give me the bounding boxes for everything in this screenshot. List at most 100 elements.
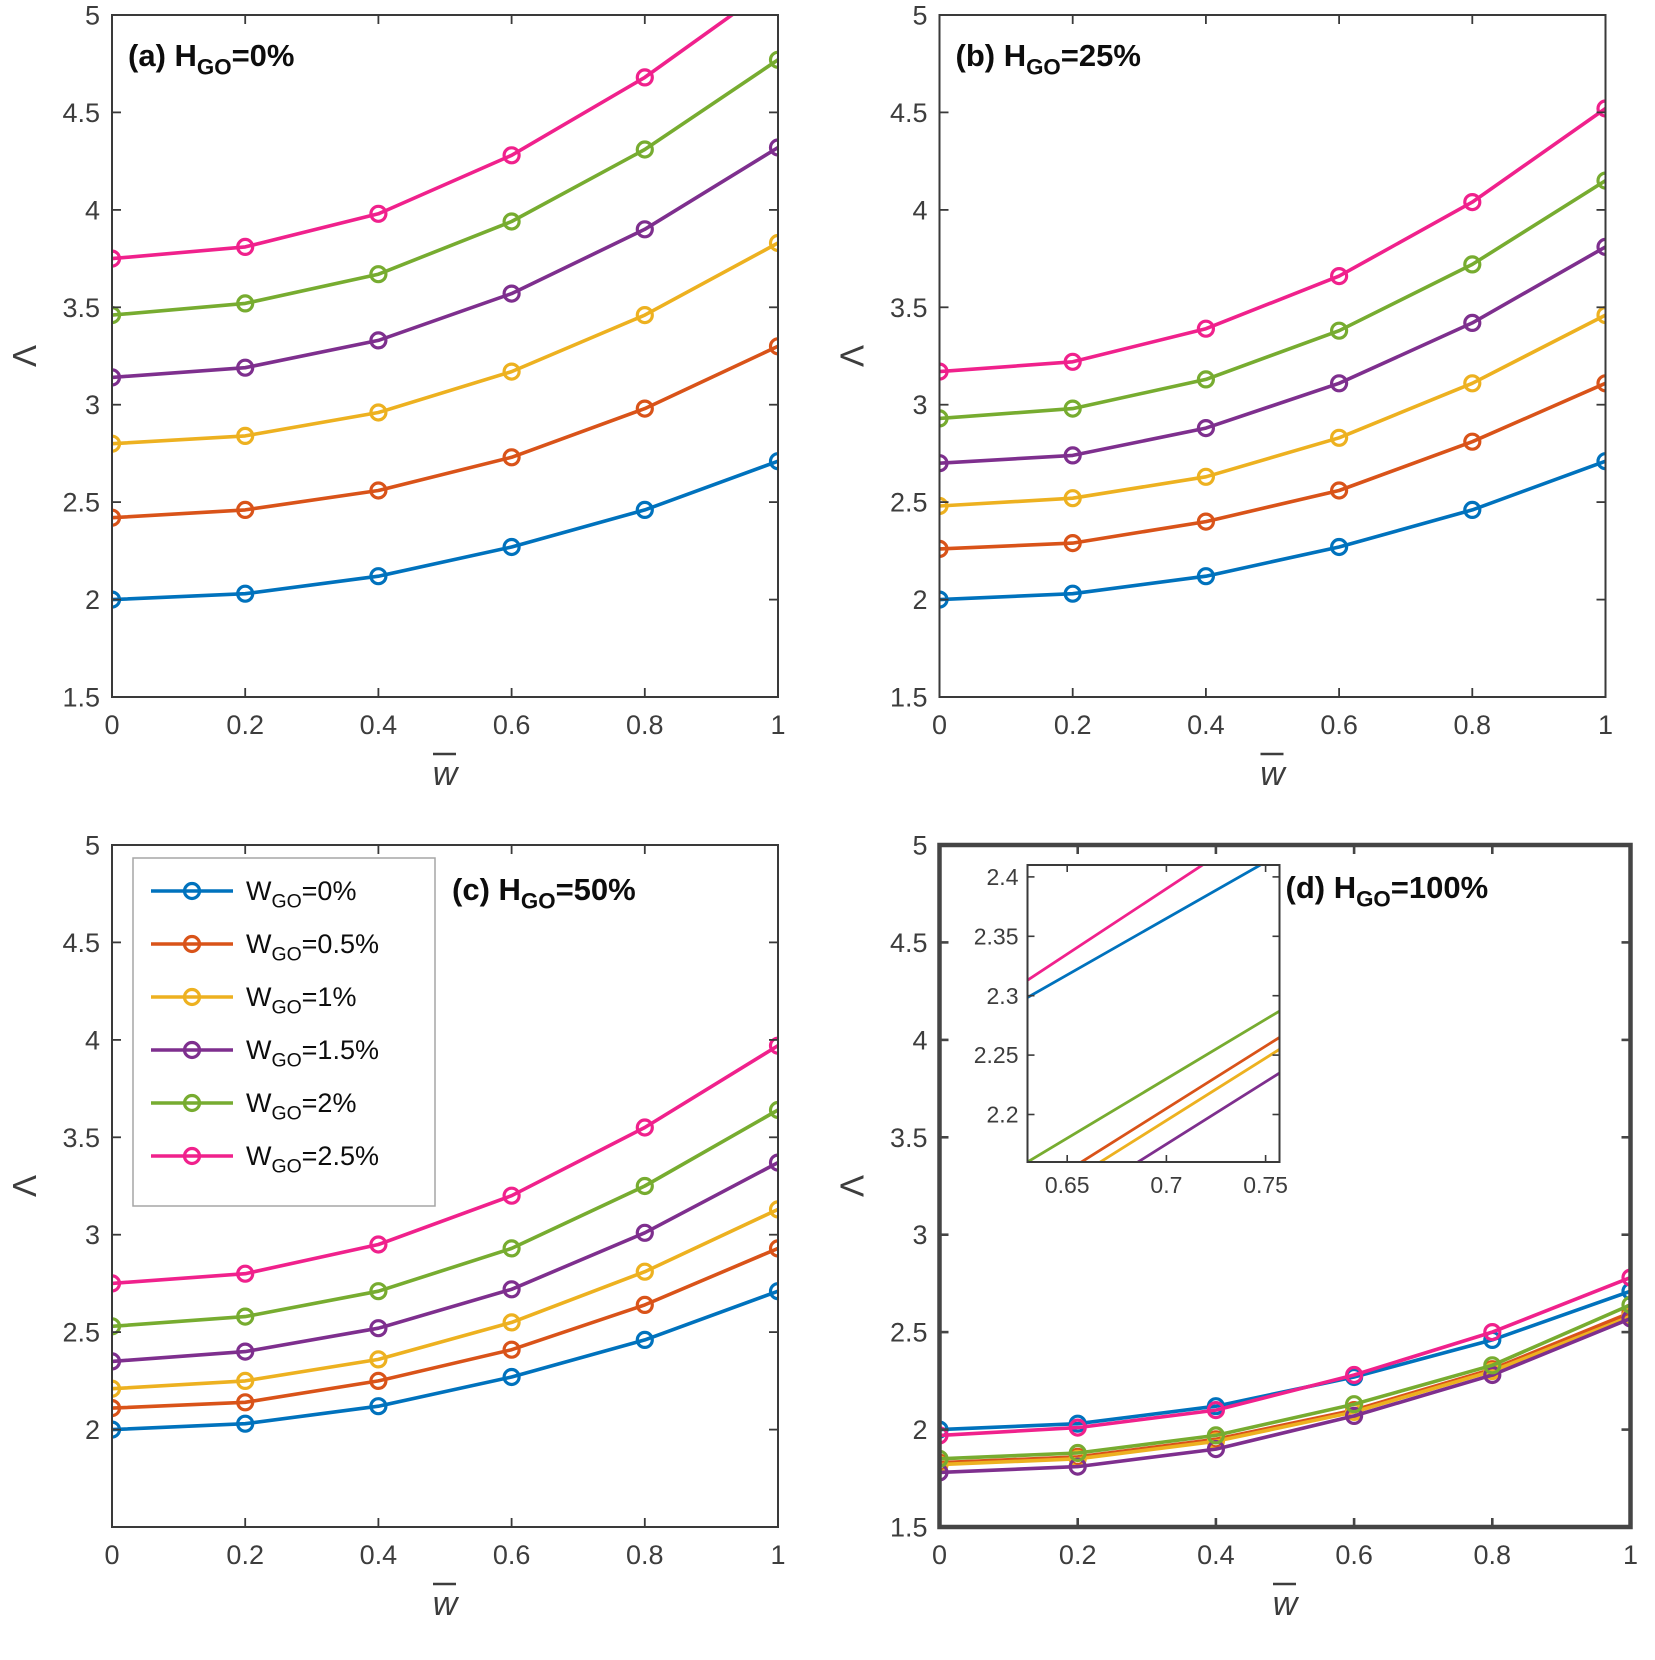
x-tick-label: 0.7: [1150, 1172, 1182, 1198]
y-tick-label: 3: [912, 1220, 927, 1250]
x-tick-label: 0.65: [1045, 1172, 1090, 1198]
y-tick-label: 3: [85, 1220, 100, 1250]
chart-title-c: (c) HGO=50%: [452, 872, 636, 913]
data-marker: [768, 50, 778, 69]
x-tick-label: 0: [932, 1540, 947, 1570]
x-axis-label: w: [1273, 1585, 1300, 1623]
data-marker: [1463, 255, 1482, 274]
data-marker: [236, 1393, 255, 1412]
data-marker: [635, 220, 654, 239]
data-marker: [369, 403, 388, 422]
x-tick-label: 0.2: [226, 1540, 264, 1570]
legend-box: [132, 857, 436, 1207]
legend-marker-sample: [182, 1093, 202, 1113]
data-marker: [1330, 267, 1349, 286]
data-marker: [1063, 584, 1082, 603]
data-marker: [939, 1449, 949, 1468]
data-marker: [939, 1426, 949, 1445]
y-tick-label: 4.5: [890, 98, 928, 128]
data-marker: [112, 1352, 122, 1371]
data-marker: [1621, 1309, 1631, 1328]
data-marker: [502, 1186, 521, 1205]
axes-frame: [111, 844, 779, 1528]
data-marker: [236, 1371, 255, 1391]
axes-frame: [937, 842, 1633, 1530]
series-line: [112, 58, 778, 317]
series-line: [112, 1043, 778, 1286]
x-tick-label: 1: [770, 710, 785, 740]
series-line: [112, 1108, 778, 1329]
data-marker: [1463, 500, 1482, 519]
data-marker: [768, 1282, 778, 1301]
y-axis-label: Λ: [834, 345, 871, 367]
data-marker: [1196, 370, 1215, 389]
y-axis-label: Λ: [834, 1175, 871, 1197]
data-marker: [939, 362, 949, 381]
data-marker: [369, 1371, 388, 1391]
series-line: [112, 344, 778, 520]
data-marker: [1196, 567, 1215, 586]
y-axis-label: Λ: [6, 1175, 43, 1197]
x-tick-label: 0.8: [626, 1540, 664, 1570]
data-marker: [236, 584, 255, 603]
series-line: [939, 1316, 1631, 1475]
y-tick-label: 2.4: [987, 864, 1019, 890]
data-marker: [1068, 1418, 1087, 1437]
data-marker: [1463, 193, 1482, 212]
x-tick-label: 0.6: [1320, 710, 1358, 740]
chart-c-svg: 0 0.2 0.4 0.6 0.8 1 2 2.5 3 3.5 4 4.5 5 Λw (c) HGO=50%…: [6, 830, 786, 1623]
x-tick-label: 0.8: [1474, 1540, 1512, 1570]
data-marker: [1344, 1395, 1364, 1414]
data-marker: [768, 1239, 778, 1258]
y-tick-label: 4: [912, 1025, 927, 1055]
series-group: [939, 99, 1606, 609]
x-tick-label: 0.4: [360, 710, 398, 740]
series-line: [112, 241, 778, 446]
data-marker: [1483, 1323, 1502, 1342]
axes-frame: [938, 14, 1607, 698]
data-marker: [1621, 1295, 1631, 1314]
x-axis-label: w: [1260, 755, 1287, 793]
x-tick-label: 0.4: [1197, 1540, 1235, 1570]
data-marker: [502, 146, 521, 165]
data-marker: [502, 1367, 521, 1387]
series-line: [939, 459, 1606, 602]
data-marker: [112, 249, 122, 268]
legend-marker-sample: [182, 1040, 202, 1060]
data-marker: [768, 233, 778, 253]
y-tick-label: 4.5: [890, 928, 928, 958]
x-tick-label: 0.4: [360, 1540, 398, 1570]
y-tick-label: 5: [912, 0, 927, 30]
x-tick-label: 0.4: [1187, 710, 1225, 740]
legend-marker-sample: [182, 881, 202, 901]
x-axis-label: w: [433, 1585, 460, 1623]
x-tick-label: 0.6: [493, 1540, 531, 1570]
y-tick-label: 3: [912, 390, 927, 420]
data-marker: [1063, 533, 1082, 553]
series-line: [112, 15, 735, 261]
y-tick-label: 3.5: [62, 1123, 100, 1153]
data-marker: [635, 306, 654, 325]
x-tick-label: 0.8: [1454, 710, 1492, 740]
inset-background: [1027, 865, 1280, 1162]
data-marker: [369, 204, 388, 223]
data-marker: [1596, 237, 1606, 256]
data-marker: [1463, 313, 1482, 332]
data-marker: [502, 448, 521, 467]
series-line: [939, 381, 1606, 551]
data-marker: [1596, 374, 1606, 393]
data-marker: [236, 1264, 255, 1283]
series-line: [112, 1246, 778, 1410]
data-marker: [1196, 319, 1215, 338]
series-group: [112, 15, 778, 609]
data-marker: [112, 1399, 122, 1418]
data-marker: [768, 138, 778, 157]
y-tick-label: 2: [85, 585, 100, 615]
x-tick-label: 0: [104, 1540, 119, 1570]
data-marker: [369, 265, 388, 284]
series-line: [112, 459, 778, 602]
